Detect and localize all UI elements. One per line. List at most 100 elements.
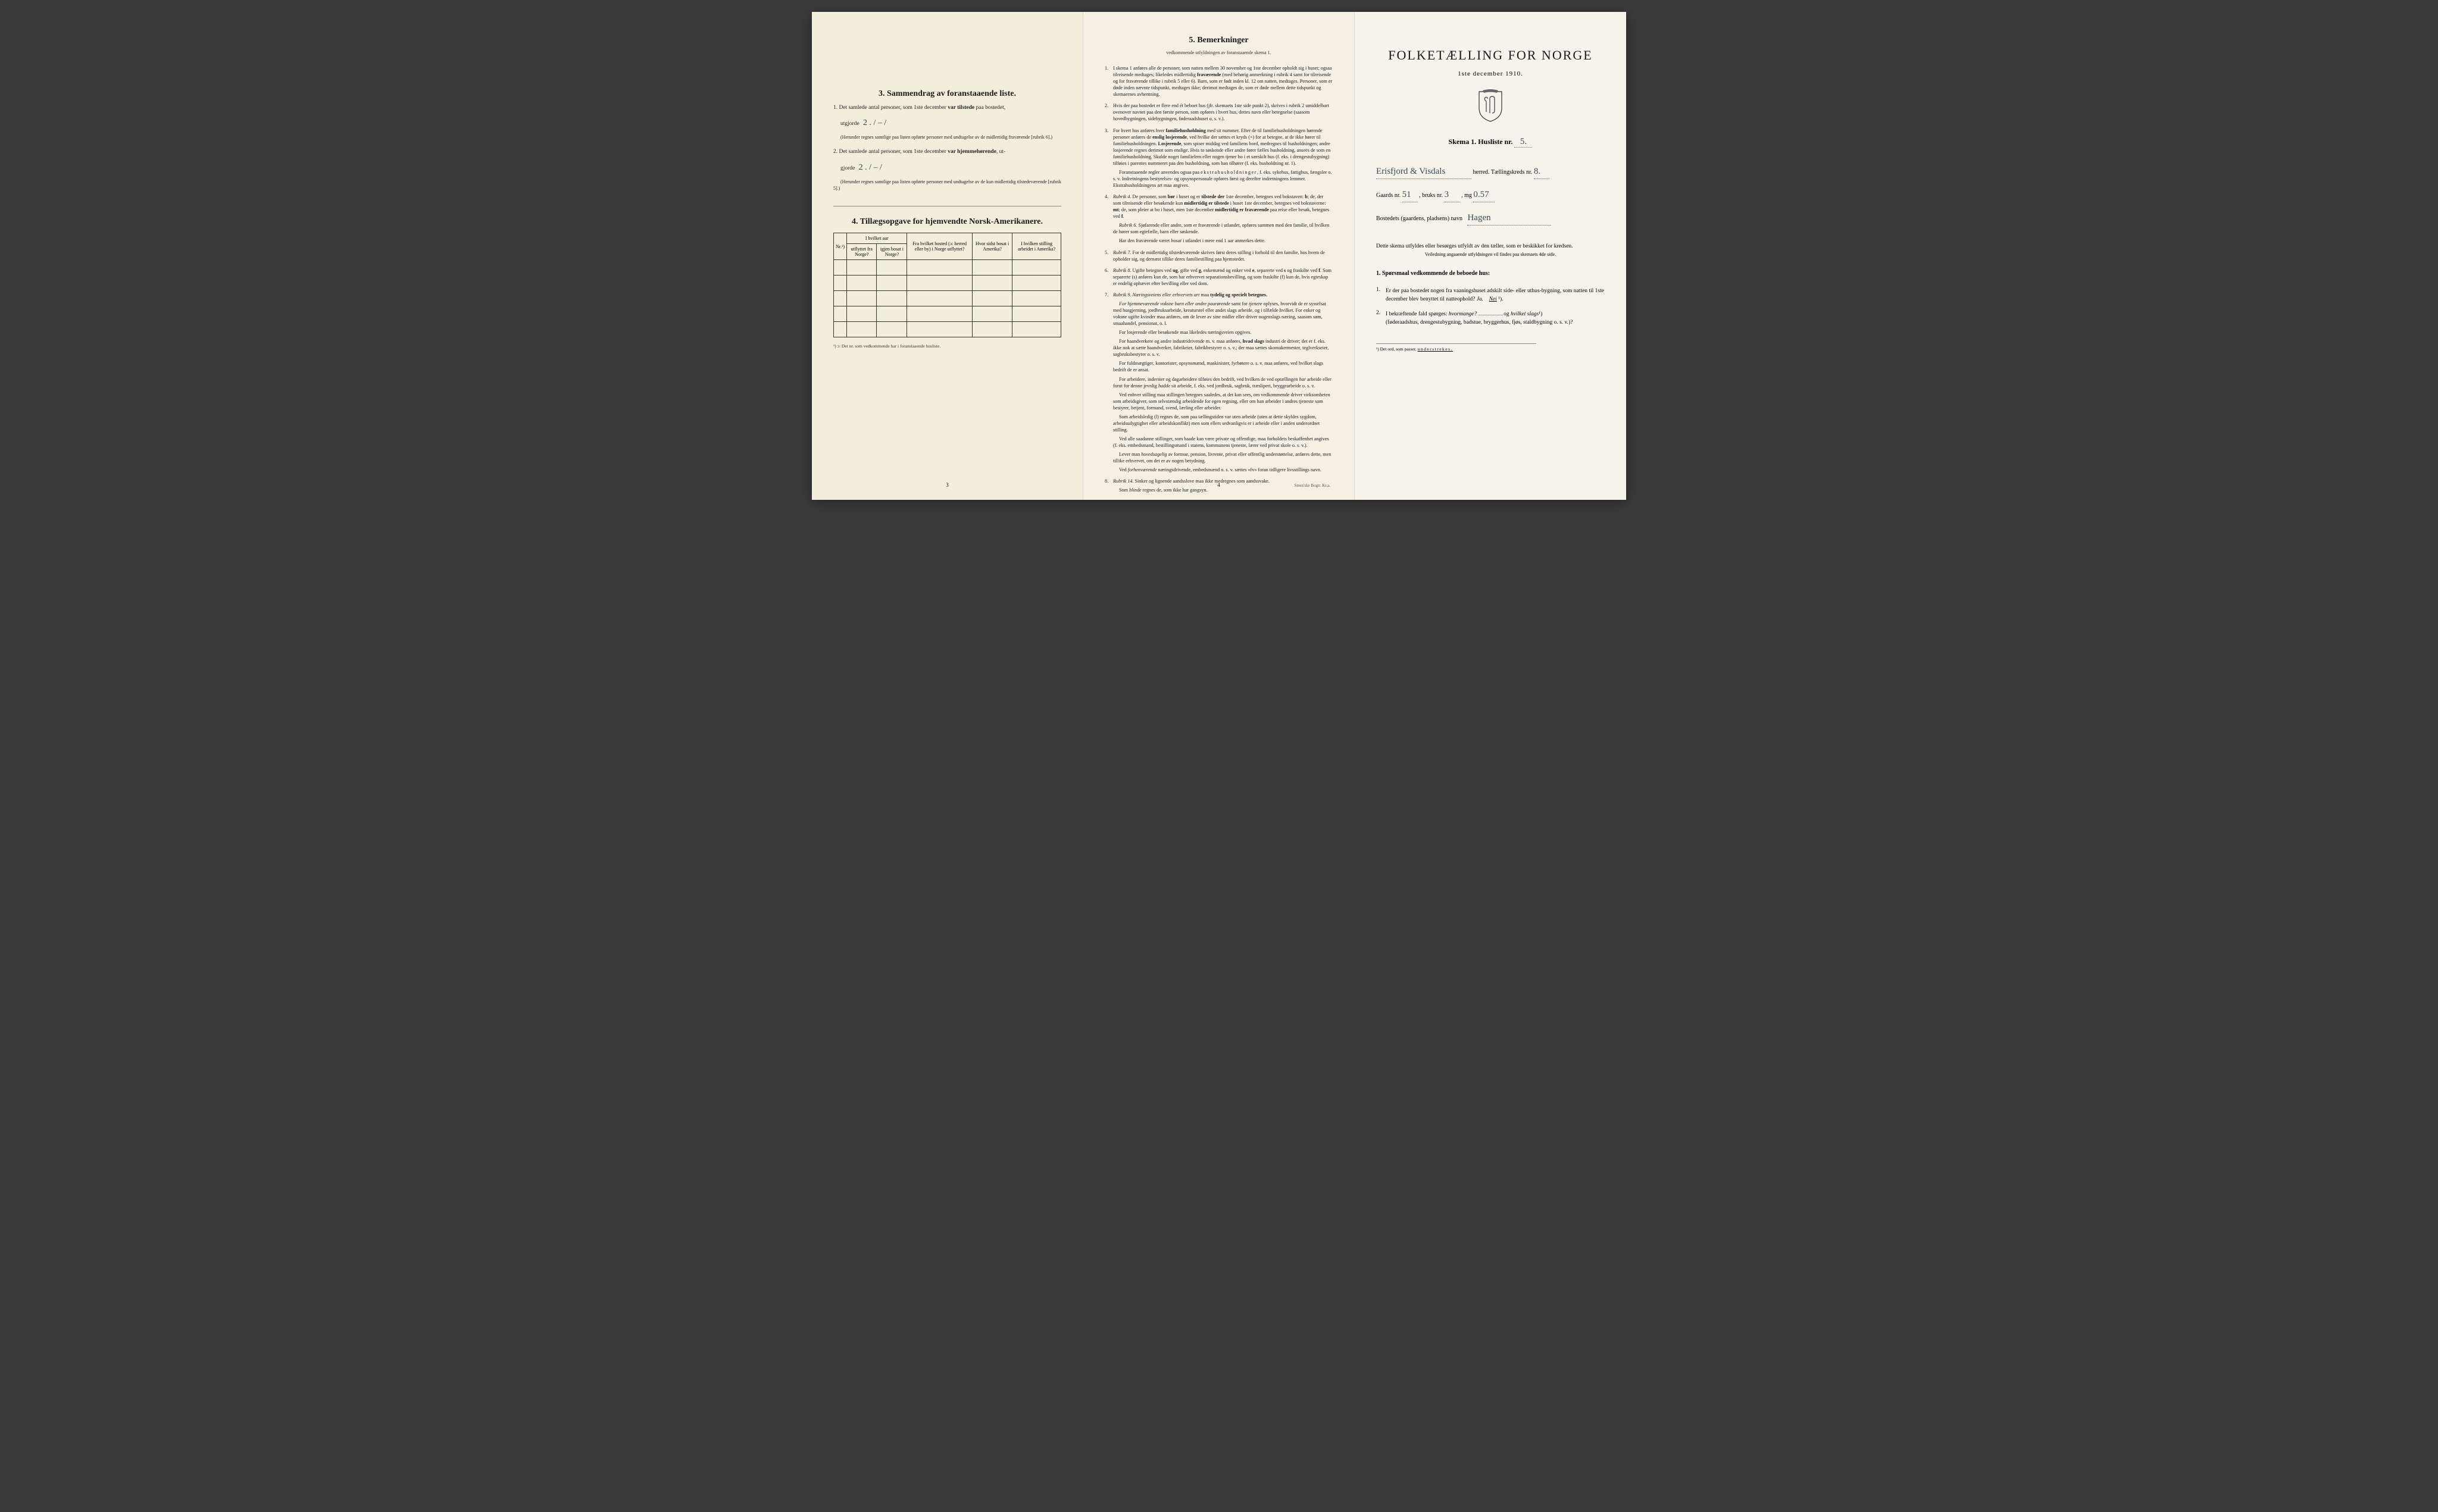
item2-l2a: gjorde (840, 165, 857, 171)
table-row (834, 276, 1061, 291)
item2-tail: , ut- (996, 149, 1005, 155)
bosted-label: Bostedets (gaardens, pladsens) navn (1376, 215, 1462, 222)
remark-num: 7. (1105, 292, 1113, 474)
item-2: 2. Det samlede antal personer, som 1ste … (833, 148, 1061, 156)
item1-lead: 1. Det samlede antal personer, som 1ste … (833, 105, 946, 111)
herred-field: Erisfjord & Visdals herred. Tællingskred… (1376, 164, 1605, 179)
herred-label: herred. Tællingskreds nr. (1473, 169, 1533, 176)
q2-num: 2. (1376, 310, 1386, 327)
remark-num: 8. (1105, 478, 1113, 493)
remark-sub: For losjerende eller besøkende maa likel… (1113, 329, 1333, 336)
remark-body: Rubrik 8. Ugifte betegnes ved ug, gifte … (1113, 267, 1333, 287)
th-nr: Nr.¹) (834, 233, 847, 260)
table-row (834, 260, 1061, 276)
q2-body: I bekræftende fald spørges: hvormange? o… (1386, 310, 1605, 327)
item1-handwritten: 2 . / – / (861, 118, 889, 127)
table-row (834, 291, 1061, 306)
remark-sub: For haandverkere og andre industridriven… (1113, 338, 1333, 358)
question-list: 1. Er der paa bostedet nogen fra vaaning… (1376, 287, 1605, 327)
remarks-list: 1.I skema 1 anføres alle de personer, so… (1105, 65, 1333, 493)
herred-handwritten: Erisfjord & Visdals (1376, 164, 1471, 179)
question-1: 1. Er der paa bostedet nogen fra vaaning… (1376, 287, 1605, 304)
page-number: 4 (1217, 482, 1220, 488)
q1-body: Er der paa bostedet nogen fra vaaningshu… (1386, 287, 1605, 304)
item2-handwritten: 2 . / – / (857, 163, 884, 172)
remark-item: 2.Hvis der paa bostedet er flere end ét … (1105, 102, 1333, 122)
item1-fine: (Herunder regnes samtlige paa listen opf… (833, 134, 1061, 140)
section-3: 3. Sammendrag av foranstaaende liste. 1.… (833, 89, 1061, 192)
q1-nei: Nei (1489, 296, 1497, 302)
q2-i2: hvilket slags (1511, 311, 1539, 317)
table-footnote: ¹) ɔ: Det nr. som vedkommende har i fora… (833, 343, 1061, 349)
bruk-label: , bruks nr. (1419, 192, 1443, 199)
q1-ja: Ja. (1477, 296, 1483, 302)
q2-mid: og (1504, 311, 1511, 317)
bruk-handwritten: 3 (1445, 187, 1460, 202)
remark-num: 2. (1105, 102, 1113, 122)
remark-sub: For arbeidere, inderster og dagarbeidere… (1113, 376, 1333, 389)
mg-label: , mg (1461, 192, 1472, 199)
section-4-title: 4. Tillægsopgave for hjemvendte Norsk-Am… (833, 217, 1061, 227)
remark-sub: Lever man hovedsagelig av formue, pensio… (1113, 451, 1333, 464)
remark-body: Rubrik 9. Næringsveiens eller erhvervets… (1113, 292, 1333, 474)
item2-bold: var hjemmehørende (946, 149, 996, 155)
instruction-text: Dette skema utfyldes eller besørges utfy… (1376, 243, 1605, 249)
th-aar: I hvilket aar (847, 233, 907, 244)
remark-body: I skema 1 anføres alle de personer, som … (1113, 65, 1333, 98)
q1-sup: ¹). (1497, 296, 1504, 302)
remark-item: 1.I skema 1 anføres alle de personer, so… (1105, 65, 1333, 98)
gaard-handwritten: 51 (1402, 187, 1418, 202)
item2-lead: 2. Det samlede antal personer, som 1ste … (833, 149, 946, 155)
printer-mark: Steen'ske Bogtr. Kr.a. (1294, 483, 1330, 488)
q1-num: 1. (1376, 287, 1386, 304)
remark-item: 4.Rubrik 4. De personer, som bør i huset… (1105, 193, 1333, 244)
fn-text: ¹) Det ord, som passer, (1376, 346, 1418, 352)
th-stilling: I hvilken stilling arbeidet i Amerika? (1012, 233, 1061, 260)
gaard-field: Gaards nr. 51 , bruks nr. 3 , mg 0.57 (1376, 187, 1605, 202)
bosted-handwritten: Hagen (1467, 211, 1551, 226)
table-row (834, 322, 1061, 337)
item2-line2: gjorde 2 . / – / (833, 161, 1061, 174)
q2-i1: hvormange? (1449, 311, 1477, 317)
gaard-label: Gaards nr. (1376, 192, 1401, 199)
remark-sub: For hjemmeværende voksne barn eller andr… (1113, 300, 1333, 327)
item1-line2: utgjorde 2 . / – / (833, 117, 1061, 129)
skema-line: Skema 1. Husliste nr. 5. (1376, 137, 1605, 148)
q2-tail: (føderaadshus, drengestubygning, badstue… (1386, 320, 1573, 325)
th-bosted: Fra hvilket bosted (ɔ: herred eller by) … (907, 233, 973, 260)
remark-sub: Som blinde regnes de, som ikke har gangs… (1113, 487, 1333, 493)
remark-sub: Foranstaaende regler anvendes ogsaa paa … (1113, 169, 1333, 189)
remark-num: 4. (1105, 193, 1113, 244)
section-5-sub: vedkommende utfyldningen av foranstaaend… (1105, 50, 1333, 55)
page-3: FOLKETÆLLING FOR NORGE 1ste december 191… (1355, 12, 1626, 500)
husliste-nr-handwritten: 5. (1514, 137, 1532, 148)
question-header: 1. Spørsmaal vedkommende de beboede hus: (1376, 269, 1605, 278)
remark-sub: Rubrik 6. Sjøfarende eller andre, som er… (1113, 222, 1333, 235)
remark-sub: Ved enhver stilling maa stillingen beteg… (1113, 392, 1333, 411)
remark-sub: Har den fraværende været bosat i utlande… (1113, 237, 1333, 244)
table-row (834, 306, 1061, 322)
remark-body: Rubrik 7. For de midlertidig tilstedevær… (1113, 249, 1333, 262)
q2-text: I bekræftende fald spørges: (1386, 311, 1449, 317)
remark-item: 7.Rubrik 9. Næringsveiens eller erhverve… (1105, 292, 1333, 474)
document-spread: 3. Sammendrag av foranstaaende liste. 1.… (812, 12, 1626, 500)
remark-num: 3. (1105, 127, 1113, 189)
th-sidst: Hvor sidst bosat i Amerika? (972, 233, 1012, 260)
page-2: 5. Bemerkninger vedkommende utfyldningen… (1083, 12, 1355, 500)
remark-sub: Ved alle saadanne stillinger, som baade … (1113, 436, 1333, 449)
remark-item: 5.Rubrik 7. For de midlertidig tilstedev… (1105, 249, 1333, 262)
instruction-sub: Veiledning angaaende utfyldningen vil fi… (1376, 252, 1605, 257)
remark-body: For hvert hus anføres hver familiehushol… (1113, 127, 1333, 189)
th-ut: utflyttet fra Norge? (847, 244, 877, 260)
bosted-field: Bostedets (gaardens, pladsens) navn Hage… (1376, 211, 1605, 226)
section-4: 4. Tillægsopgave for hjemvendte Norsk-Am… (833, 217, 1061, 349)
emigrant-table: Nr.¹) I hvilket aar Fra hvilket bosted (… (833, 233, 1061, 337)
section-3-title: 3. Sammendrag av foranstaaende liste. (833, 89, 1061, 99)
remark-num: 1. (1105, 65, 1113, 98)
remark-item: 6.Rubrik 8. Ugifte betegnes ved ug, gift… (1105, 267, 1333, 287)
census-date: 1ste december 1910. (1376, 70, 1605, 77)
coat-of-arms-icon (1477, 89, 1504, 123)
fn-underline: understrekes. (1418, 346, 1453, 352)
kreds-handwritten: 8. (1534, 164, 1549, 179)
question-2: 2. I bekræftende fald spørges: hvormange… (1376, 310, 1605, 327)
